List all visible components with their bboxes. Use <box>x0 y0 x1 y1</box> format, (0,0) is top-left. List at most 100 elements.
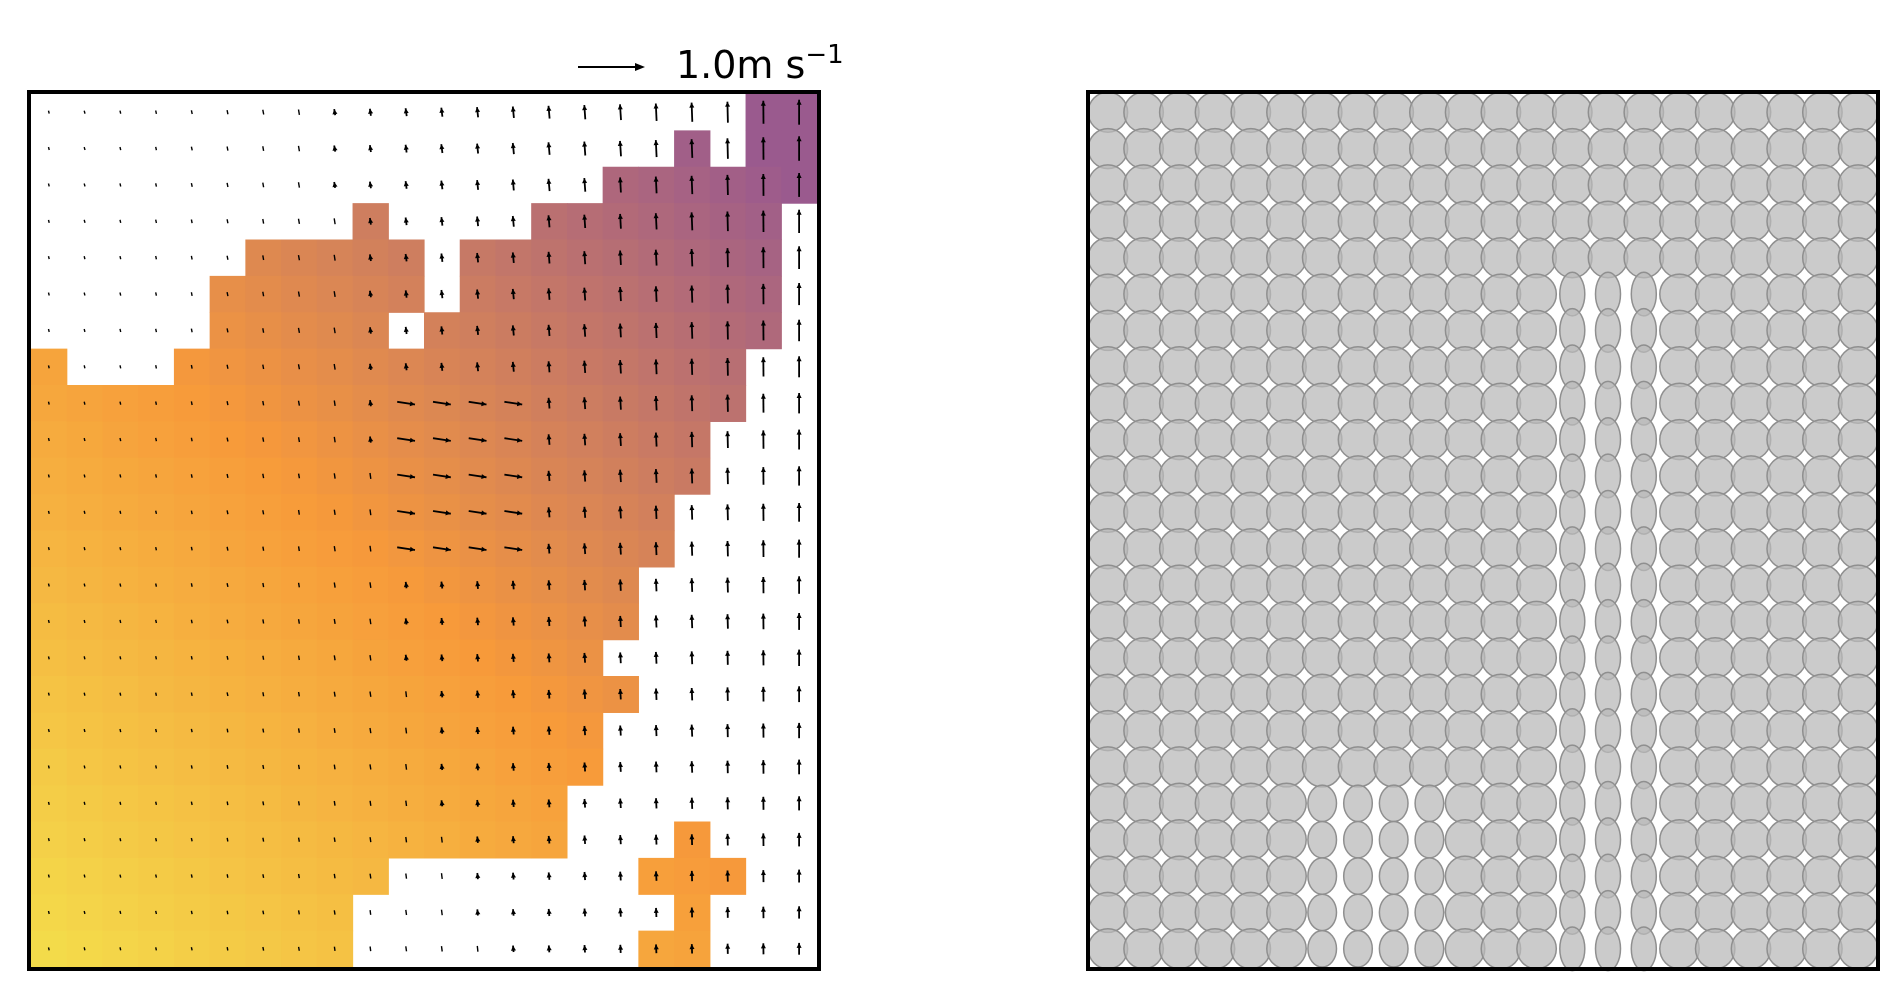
quiver-arrow <box>333 910 336 915</box>
ellipse-marker <box>1158 600 1200 643</box>
quiver-arrowhead <box>760 870 766 876</box>
quiver-arrow <box>405 800 408 807</box>
ellipse-marker <box>1444 928 1486 970</box>
quiver-arrowhead <box>618 579 623 585</box>
quiver-arrowhead <box>796 283 802 288</box>
ellipse-marker <box>1337 91 1379 133</box>
ellipse-marker <box>1801 236 1843 279</box>
ellipse-marker <box>1230 491 1272 534</box>
quiver-arrowhead <box>796 576 802 582</box>
ellipse-marker <box>1373 346 1415 388</box>
quiver-arrowhead <box>760 650 766 656</box>
ellipse-marker <box>1342 893 1374 932</box>
ellipse-marker <box>1266 382 1307 424</box>
ellipse-marker <box>1266 346 1307 388</box>
quiver-arrow <box>333 291 336 298</box>
quiver-arrow <box>47 728 50 733</box>
ellipse-marker <box>1516 564 1558 606</box>
ellipse-marker <box>1123 346 1165 388</box>
ellipse-marker <box>1158 382 1200 424</box>
quiver-arrow <box>83 656 86 660</box>
quiver-arrow <box>83 547 86 551</box>
quiver-arrowhead <box>510 252 516 258</box>
quiver-arrowhead <box>475 654 481 660</box>
quiver-arrow <box>226 510 229 515</box>
ellipse-marker <box>1444 709 1486 752</box>
ellipse-marker <box>1123 782 1165 825</box>
ellipse-marker <box>1694 637 1736 679</box>
quiver-arrowhead <box>481 474 487 479</box>
ellipse-marker <box>1659 855 1700 897</box>
quiver-arrowhead <box>689 907 695 913</box>
quiver-arrow <box>119 292 122 296</box>
quiver-arrow <box>262 655 265 660</box>
quiver-arrow <box>262 182 265 188</box>
ellipse-marker <box>1801 346 1843 388</box>
ellipse-marker <box>1337 127 1379 170</box>
ellipse-marker <box>1444 746 1486 788</box>
ellipse-marker <box>1444 891 1486 934</box>
ellipse-marker <box>1408 346 1450 388</box>
ellipse-marker <box>1266 418 1307 461</box>
ellipse-marker <box>1123 382 1165 424</box>
ellipse-marker <box>1801 637 1843 679</box>
quiver-arrow <box>262 473 265 479</box>
quiver-arrow <box>190 837 193 842</box>
ellipse-marker <box>1516 600 1558 643</box>
ellipse-marker <box>1087 164 1129 206</box>
quiver-arrow <box>262 218 265 224</box>
ellipse-marker <box>1801 491 1843 534</box>
ellipse-marker <box>1516 164 1558 206</box>
ellipse-marker <box>1123 455 1165 497</box>
quiver-arrowhead <box>760 686 766 692</box>
ellipse-marker <box>1123 637 1165 679</box>
ellipse-marker <box>1337 709 1379 752</box>
quiver-arrowhead <box>760 577 766 582</box>
ellipse-marker <box>1301 200 1343 243</box>
ellipse-marker <box>1480 637 1522 679</box>
ellipse-marker <box>1444 818 1486 861</box>
ellipse-marker <box>1087 637 1129 679</box>
quiver-arrowhead <box>760 100 766 106</box>
quiver-arrow <box>369 691 372 697</box>
ellipse-marker <box>1307 784 1338 823</box>
quiver-arrow <box>155 328 158 333</box>
quiver-arrow <box>190 728 193 733</box>
ellipse-marker <box>1659 600 1700 643</box>
quiver-arrowhead <box>760 796 766 802</box>
quiver-arrow <box>226 364 229 369</box>
ellipse-marker <box>1194 746 1236 788</box>
quiver-arrowhead <box>546 434 552 440</box>
ellipse-marker <box>1194 818 1236 861</box>
quiver-arrow <box>297 655 300 661</box>
ellipse-marker <box>1373 127 1415 170</box>
quiver-arrow <box>333 618 336 625</box>
quiver-arrowhead <box>725 650 731 656</box>
ellipse-marker <box>1337 600 1379 643</box>
quiver-arrowhead <box>760 540 766 546</box>
quiver-arrowhead <box>689 541 695 547</box>
quiver-arrow <box>297 910 300 915</box>
ellipse-marker <box>1766 200 1808 243</box>
ellipse-marker <box>1408 491 1450 534</box>
quiver-arrowhead <box>796 906 802 912</box>
ellipse-marker <box>1266 273 1307 315</box>
quiver-arrowhead <box>475 253 481 259</box>
ellipse-marker <box>1408 527 1450 570</box>
quiver-arrow <box>369 800 372 806</box>
ellipse-marker <box>1378 893 1409 932</box>
quiver-arrowhead <box>439 763 445 770</box>
quiver-arrow <box>119 255 122 260</box>
ellipse-marker <box>1301 527 1343 570</box>
quiver-arrow <box>405 727 408 734</box>
quiver-arrowhead <box>725 760 731 766</box>
ellipse-marker <box>1266 891 1307 934</box>
ellipse-marker <box>1414 857 1445 896</box>
ellipse-marker <box>1194 346 1236 388</box>
ellipse-marker <box>1587 127 1629 170</box>
ellipse-marker <box>1694 673 1736 715</box>
quiver-arrowhead <box>439 107 445 113</box>
ellipse-marker <box>1158 891 1200 934</box>
quiver-arrow <box>47 692 50 696</box>
ellipse-marker <box>1837 418 1879 461</box>
